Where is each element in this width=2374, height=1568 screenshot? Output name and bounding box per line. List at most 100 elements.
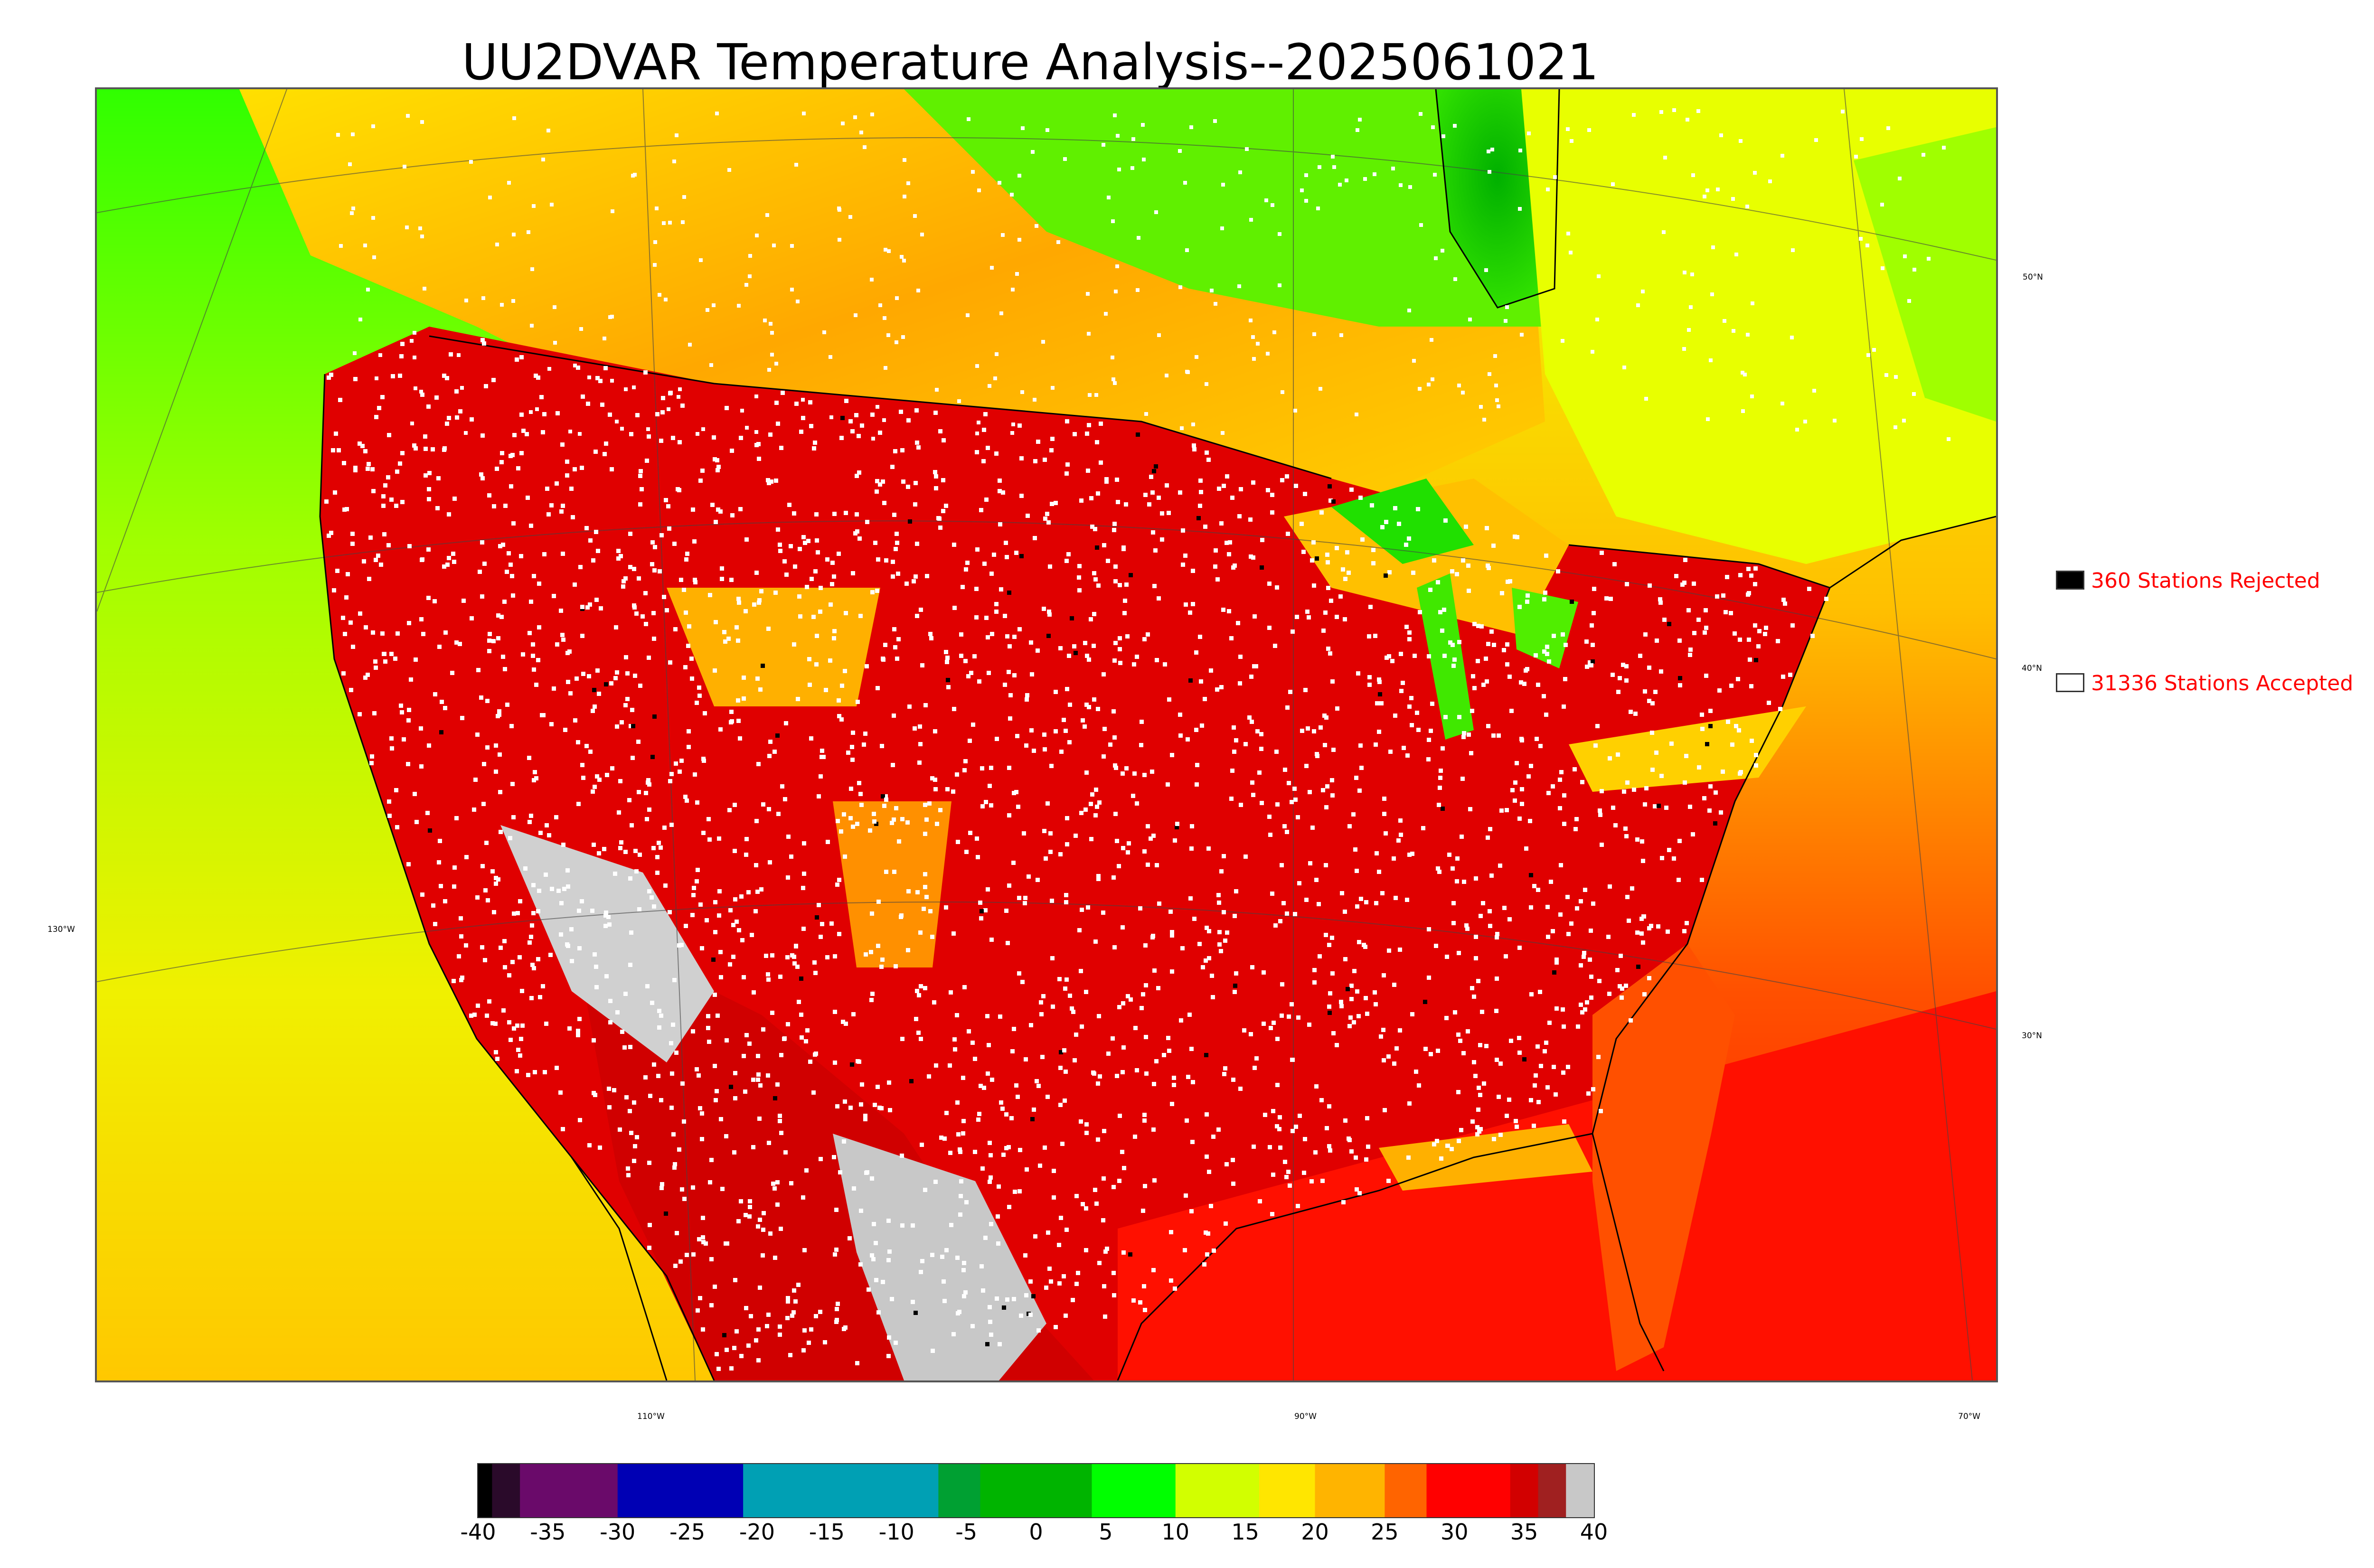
station-accepted-marker: [410, 339, 414, 343]
station-accepted-marker: [768, 1231, 772, 1236]
station-accepted-marker: [1627, 919, 1631, 923]
station-accepted-marker: [751, 1145, 755, 1149]
temperature-map[interactable]: [95, 87, 1998, 1382]
station-accepted-marker: [1446, 1144, 1450, 1148]
station-accepted-marker: [865, 664, 869, 668]
station-accepted-marker: [802, 872, 806, 876]
station-accepted-marker: [838, 238, 841, 242]
station-accepted-marker: [691, 507, 695, 512]
station-accepted-marker: [1653, 804, 1657, 808]
station-accepted-marker: [370, 754, 374, 759]
station-accepted-marker: [1205, 1155, 1209, 1159]
station-accepted-marker: [872, 819, 876, 824]
station-accepted-marker: [1647, 666, 1651, 670]
station-accepted-marker: [483, 888, 488, 892]
station-accepted-marker: [1146, 824, 1150, 828]
station-accepted-marker: [1562, 793, 1566, 798]
station-accepted-marker: [1749, 573, 1753, 578]
station-accepted-marker: [758, 1286, 762, 1290]
station-accepted-marker: [989, 938, 994, 942]
station-accepted-marker: [990, 1078, 994, 1082]
station-accepted-marker: [413, 792, 417, 796]
station-accepted-marker: [860, 1082, 864, 1087]
station-accepted-marker: [516, 911, 520, 915]
station-accepted-marker: [752, 602, 756, 607]
station-accepted-marker: [978, 901, 982, 905]
station-accepted-marker: [1505, 662, 1509, 667]
station-accepted-marker: [540, 713, 544, 717]
station-accepted-marker: [1111, 219, 1115, 223]
station-accepted-marker: [900, 255, 904, 259]
station-accepted-marker: [1093, 577, 1098, 582]
station-accepted-marker: [829, 415, 833, 419]
station-accepted-marker: [1178, 149, 1182, 153]
station-accepted-marker: [1524, 668, 1528, 673]
station-accepted-marker: [891, 574, 895, 579]
station-accepted-marker: [1377, 677, 1381, 682]
station-accepted-marker: [1142, 773, 1147, 777]
station-accepted-marker: [658, 293, 661, 297]
station-accepted-marker: [895, 532, 899, 536]
station-accepted-marker: [1219, 521, 1224, 526]
station-accepted-marker: [593, 1093, 597, 1097]
station-accepted-marker: [1221, 183, 1225, 187]
station-rejected-marker: [1070, 616, 1074, 620]
station-accepted-marker: [698, 1106, 702, 1110]
station-accepted-marker: [842, 1139, 846, 1144]
station-accepted-marker: [650, 540, 655, 545]
station-accepted-marker: [1155, 863, 1159, 867]
station-accepted-marker: [657, 841, 661, 845]
station-accepted-marker: [1112, 875, 1116, 880]
station-accepted-marker: [1739, 139, 1743, 143]
station-accepted-marker: [736, 719, 741, 723]
station-accepted-marker: [440, 700, 444, 704]
station-accepted-marker: [494, 770, 498, 774]
station-accepted-marker: [1170, 969, 1174, 974]
station-accepted-marker: [1453, 1010, 1457, 1014]
station-accepted-marker: [1024, 1057, 1028, 1061]
station-accepted-marker: [754, 909, 758, 913]
station-accepted-marker: [1573, 827, 1578, 831]
station-accepted-marker: [1495, 935, 1499, 939]
station-accepted-marker: [714, 1098, 718, 1102]
station-accepted-marker: [998, 479, 1002, 483]
station-accepted-marker: [865, 520, 869, 524]
station-accepted-marker: [1624, 664, 1629, 668]
station-accepted-marker: [1536, 888, 1540, 892]
station-accepted-marker: [606, 915, 611, 919]
station-accepted-marker: [739, 436, 743, 440]
station-accepted-marker: [1017, 627, 1022, 631]
station-accepted-marker: [1142, 637, 1147, 641]
station-accepted-marker: [887, 249, 891, 253]
station-accepted-marker: [1588, 958, 1592, 962]
station-accepted-marker: [546, 512, 551, 516]
station-accepted-marker: [1884, 373, 1888, 377]
station-accepted-marker: [1108, 742, 1112, 747]
station-accepted-marker: [1219, 685, 1224, 689]
station-accepted-marker: [1064, 893, 1068, 897]
station-accepted-marker: [764, 954, 768, 958]
station-accepted-marker: [1284, 1175, 1289, 1179]
station-accepted-marker: [1566, 232, 1570, 235]
station-accepted-marker: [499, 460, 504, 464]
station-accepted-marker: [596, 549, 600, 553]
station-accepted-marker: [1189, 125, 1193, 129]
station-accepted-marker: [819, 774, 823, 779]
station-accepted-marker: [608, 413, 612, 417]
station-accepted-marker: [1726, 720, 1730, 724]
station-accepted-marker: [1142, 158, 1146, 161]
station-accepted-marker: [713, 993, 717, 997]
station-accepted-marker: [565, 460, 569, 464]
station-accepted-marker: [982, 562, 987, 566]
station-accepted-marker: [886, 1354, 891, 1358]
station-accepted-marker: [569, 487, 574, 491]
station-accepted-marker: [1619, 954, 1623, 958]
station-accepted-marker: [818, 1310, 822, 1314]
station-accepted-marker: [1205, 1112, 1209, 1117]
station-accepted-marker: [547, 833, 551, 837]
station-accepted-marker: [1141, 123, 1145, 127]
station-rejected-marker: [664, 1211, 668, 1216]
station-accepted-marker: [1155, 658, 1159, 662]
station-accepted-marker: [1325, 1126, 1329, 1130]
station-accepted-marker: [1275, 802, 1280, 807]
